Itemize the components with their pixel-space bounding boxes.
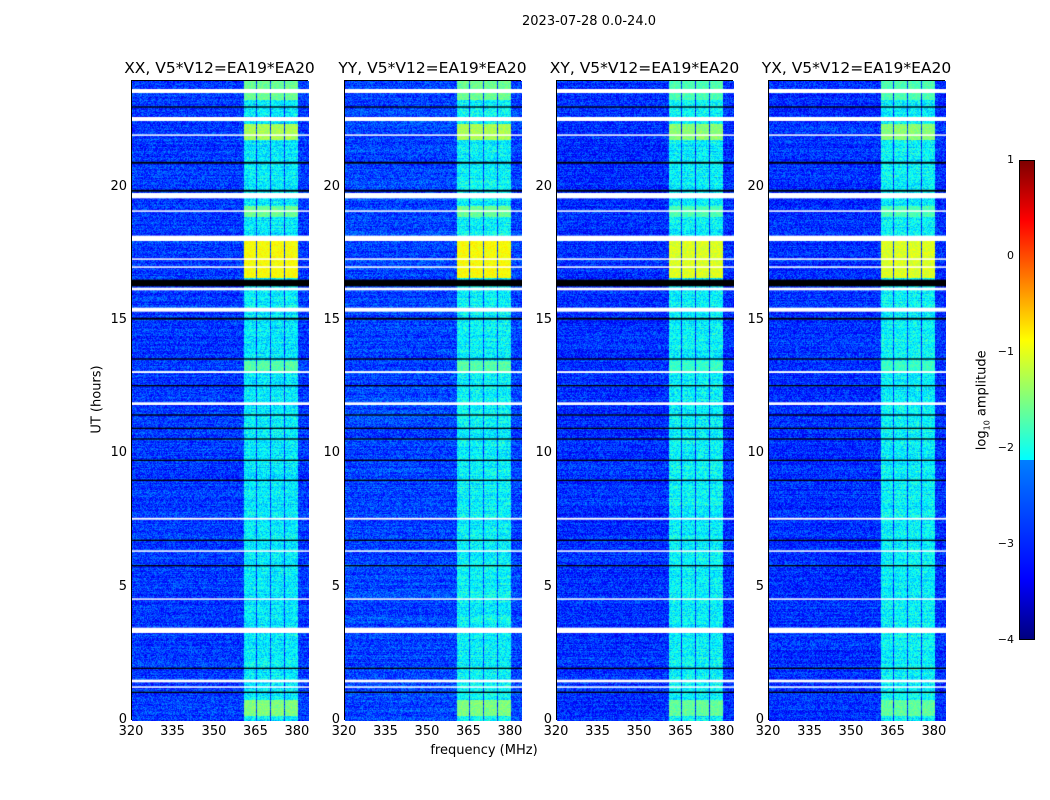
colorbar-tick-label: −1: [997, 345, 1014, 358]
panel-title: XY, V5*V12=EA19*EA20: [549, 59, 740, 77]
x-tick-label: 335: [797, 724, 822, 739]
x-tick-label: 335: [373, 724, 398, 739]
colorbar-tick-label: 0: [1007, 249, 1014, 262]
x-tick-label: 350: [838, 724, 864, 739]
x-tick-label: 320: [118, 724, 144, 739]
colorbar-tick-label: −3: [997, 537, 1014, 550]
y-tick-label: 15: [535, 312, 552, 327]
y-tick-label: 5: [755, 578, 764, 594]
y-tick-label: 0: [755, 712, 764, 727]
heatmap-canvas: [769, 81, 946, 721]
y-tick-label: 10: [323, 445, 340, 461]
heatmap-canvas: [345, 81, 522, 721]
heatmap-panel: [556, 80, 734, 721]
y-tick-label: 10: [110, 445, 127, 461]
x-tick-label: 380: [709, 724, 735, 739]
heatmap-canvas: [557, 81, 734, 721]
colorbar-label-log: log: [974, 430, 990, 451]
y-tick-label: 0: [331, 712, 340, 727]
y-tick-label: 0: [118, 712, 127, 727]
x-tick-label: 320: [331, 724, 357, 739]
y-tick-label: 20: [323, 178, 340, 194]
heatmap-canvas: [132, 81, 309, 721]
y-tick-label: 20: [747, 178, 764, 194]
y-tick-label: 5: [118, 578, 127, 594]
x-tick-label: 350: [414, 724, 440, 739]
x-tick-label: 350: [201, 724, 227, 739]
y-tick-label: 5: [543, 578, 552, 594]
x-tick-label: 320: [543, 724, 569, 739]
colorbar-tick-label: −4: [997, 633, 1014, 646]
x-axis-label: frequency (MHz): [430, 743, 538, 758]
panel-title: XX, V5*V12=EA19*EA20: [124, 59, 315, 77]
y-tick-label: 15: [747, 312, 764, 327]
y-tick-label: 15: [323, 312, 340, 327]
x-tick-label: 365: [456, 724, 481, 739]
y-tick-label: 20: [535, 178, 552, 194]
colorbar: [1019, 160, 1035, 640]
y-tick-label: 15: [110, 312, 127, 327]
x-tick-label: 380: [921, 724, 947, 739]
x-tick-label: 320: [755, 724, 781, 739]
y-tick-label: 10: [535, 445, 552, 461]
panel-title: YX, V5*V12=EA19*EA20: [761, 59, 952, 77]
x-tick-label: 335: [585, 724, 610, 739]
x-tick-label: 380: [497, 724, 523, 739]
colorbar-tick-label: −2: [997, 441, 1014, 454]
x-tick-label: 365: [668, 724, 693, 739]
colorbar-label-rest: amplitude: [974, 350, 990, 421]
y-tick-label: 10: [747, 445, 764, 461]
colorbar-label: log10 amplitude: [975, 340, 992, 460]
figure-title: 2023-07-28 0.0-24.0: [522, 14, 656, 29]
colorbar-label-sub: 10: [982, 420, 992, 431]
heatmap-panel: [131, 80, 309, 721]
colorbar-tick-label: 1: [1007, 153, 1014, 166]
heatmap-panel: [344, 80, 522, 721]
y-tick-label: 20: [110, 178, 127, 194]
y-tick-label: 5: [331, 578, 340, 594]
x-tick-label: 365: [243, 724, 268, 739]
x-tick-label: 380: [284, 724, 310, 739]
panel-title: YY, V5*V12=EA19*EA20: [338, 59, 527, 77]
x-tick-label: 335: [160, 724, 185, 739]
x-tick-label: 350: [626, 724, 652, 739]
heatmap-panel: [768, 80, 946, 721]
y-tick-label: 0: [543, 712, 552, 727]
y-axis-label: UT (hours): [89, 365, 105, 434]
x-tick-label: 365: [880, 724, 905, 739]
